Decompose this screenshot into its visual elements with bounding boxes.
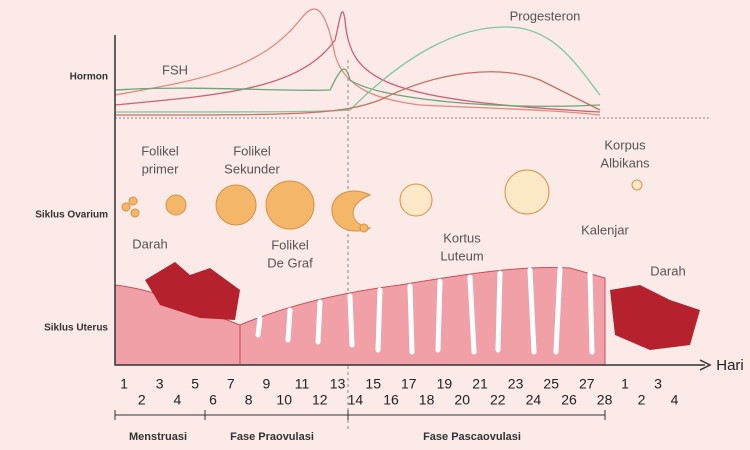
day-label: 16 [383, 392, 399, 408]
day-label: 1 [120, 376, 128, 392]
phase-label: Menstruasi [129, 431, 187, 443]
row-label: Siklus Ovarium [35, 210, 108, 221]
ovary-label: Folikel [141, 143, 179, 158]
day-label: 22 [490, 392, 506, 408]
hormone-label: FSH [162, 62, 188, 77]
day-label: 12 [312, 392, 328, 408]
glands [255, 266, 595, 355]
row-label: Siklus Uterus [44, 323, 108, 334]
day-label: 7 [227, 376, 235, 392]
uterus-label: Darah [132, 236, 167, 251]
day-label: 27 [579, 376, 595, 392]
day-label: 8 [245, 392, 253, 408]
ovary-label: primer [142, 161, 180, 176]
endometrium [239, 266, 606, 366]
ovary-label: De Graf [267, 255, 313, 270]
day-label: 2 [638, 392, 646, 408]
day-label: 4 [671, 392, 679, 408]
day-label: 13 [330, 376, 346, 392]
day-label: 18 [419, 392, 435, 408]
day-label: 26 [561, 392, 577, 408]
ovary-label: Albikans [600, 155, 650, 170]
blood [145, 262, 700, 350]
uterus-label: Kalenjar [581, 222, 629, 237]
day-label: 21 [472, 376, 488, 392]
day-label: 3 [156, 376, 164, 392]
day-label: 5 [191, 376, 199, 392]
day-label: 14 [348, 392, 364, 408]
day-label: 3 [654, 376, 662, 392]
ovary-label: Folikel [233, 143, 271, 158]
ovary-label: Sekunder [224, 161, 280, 176]
hormone-curves [114, 8, 601, 116]
row-label: Hormon [70, 72, 108, 83]
day-label: 11 [295, 376, 310, 392]
day-label: 17 [401, 376, 417, 392]
ovary-label: Folikel [271, 237, 309, 252]
day-label: 25 [543, 376, 559, 392]
day-label: 23 [508, 376, 524, 392]
day-label: 9 [263, 376, 271, 392]
hormone-label: Progesteron [510, 8, 581, 23]
day-label: 20 [454, 392, 470, 408]
day-label: 15 [365, 376, 381, 392]
day-label: 6 [209, 392, 217, 408]
ovary-label: Luteum [440, 248, 483, 263]
day-label: 24 [526, 392, 542, 408]
ovary-label: Kortus [443, 230, 481, 245]
day-label: 1 [621, 376, 629, 392]
day-label: 19 [437, 376, 453, 392]
phase-label: Fase Pascaovulasi [423, 431, 521, 443]
day-label: 10 [276, 392, 292, 408]
ovary-label: Korpus [604, 137, 646, 152]
follicles [121, 169, 643, 233]
axis-unit: Hari [716, 357, 744, 374]
day-label: 28 [597, 392, 613, 408]
phase-label: Fase Praovulasi [230, 431, 314, 443]
uterus-label: Darah [650, 263, 685, 278]
axes [114, 35, 712, 420]
day-label: 4 [174, 392, 182, 408]
day-label: 2 [138, 392, 146, 408]
